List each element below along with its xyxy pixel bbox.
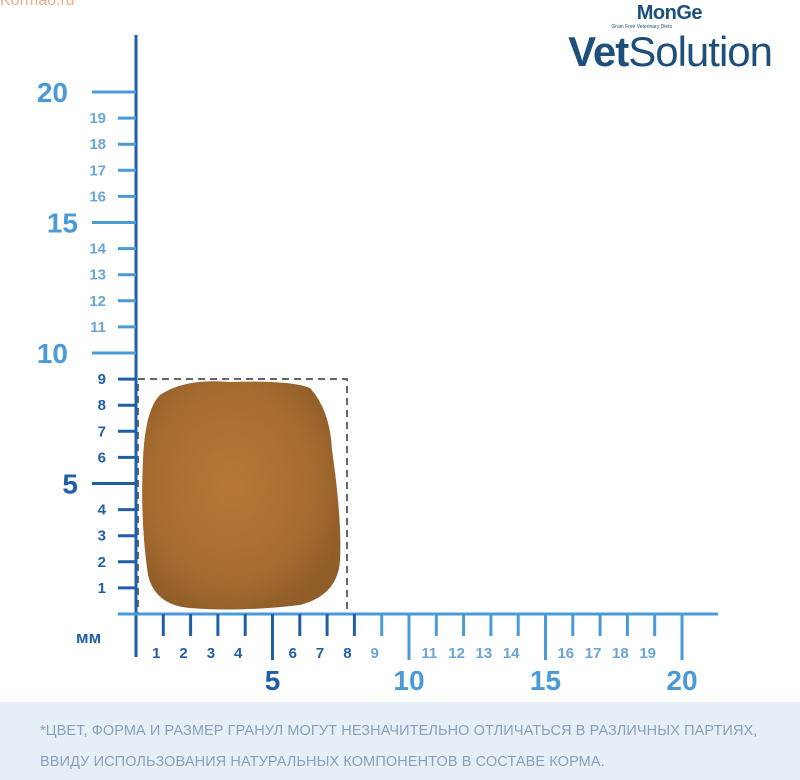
brand-tagline: Grain Free Veterinary Diets [611, 24, 672, 30]
vetsolution-logo-light: Solution [628, 28, 773, 75]
x-tick-label-6: 6 [289, 645, 297, 662]
disclaimer-line-1: *ЦВЕТ, ФОРМА И РАЗМЕР ГРАНУЛ МОГУТ НЕЗНА… [40, 723, 758, 739]
x-tick-label-17: 17 [585, 645, 602, 662]
x-tick-label-7: 7 [316, 645, 324, 662]
brand-logo: MonGe Grain Free Veterinary Diets VetSol… [568, 2, 773, 75]
x-major-label-15: 15 [530, 665, 561, 696]
x-tick-label-2: 2 [179, 645, 187, 662]
y-tick-label-13: 13 [89, 267, 106, 284]
kibble-size-box [137, 378, 348, 615]
y-major-label-15: 15 [47, 208, 78, 239]
x-major-label-20: 20 [666, 665, 697, 696]
y-tick-label-18: 18 [89, 136, 106, 153]
disclaimer-line-2: ВВИДУ ИСПОЛЬЗОВАНИЯ НАТУРАЛЬНЫХ КОМПОНЕН… [40, 754, 605, 770]
x-tick-label-1: 1 [152, 645, 160, 662]
x-tick-label-19: 19 [639, 645, 656, 662]
monge-logo: MonGe [636, 2, 703, 24]
watermark-text: Kormao.ru [0, 0, 75, 9]
y-tick-label-4: 4 [98, 502, 107, 519]
y-tick-label-12: 12 [89, 293, 106, 310]
vetsolution-logo-bold: Vet [568, 28, 629, 75]
y-tick-label-16: 16 [89, 188, 106, 205]
y-tick-label-8: 8 [98, 397, 106, 414]
y-major-label-10: 10 [37, 338, 68, 369]
x-major-label-10: 10 [393, 665, 424, 696]
x-tick-label-8: 8 [343, 645, 351, 662]
y-tick-label-1: 1 [98, 580, 106, 597]
y-tick-label-9: 9 [98, 371, 106, 388]
kibble-image [142, 381, 341, 610]
x-tick-label-9: 9 [371, 645, 379, 662]
y-tick-label-17: 17 [89, 162, 106, 179]
y-tick-label-3: 3 [98, 528, 106, 545]
y-tick-label-7: 7 [98, 423, 106, 440]
x-tick-label-12: 12 [448, 645, 465, 662]
disclaimer-text: *ЦВЕТ, ФОРМА И РАЗМЕР ГРАНУЛ МОГУТ НЕЗНА… [40, 716, 780, 778]
x-tick-label-11: 11 [421, 645, 437, 662]
x-tick-label-13: 13 [476, 645, 493, 662]
x-tick-label-4: 4 [234, 645, 243, 662]
x-tick-label-3: 3 [207, 645, 215, 662]
x-tick-label-14: 14 [503, 645, 520, 662]
x-tick-label-16: 16 [557, 645, 574, 662]
y-tick-label-14: 14 [89, 241, 106, 258]
y-tick-label-6: 6 [98, 449, 106, 466]
x-tick-label-18: 18 [612, 645, 629, 662]
y-major-label-5: 5 [62, 469, 78, 500]
y-tick-label-19: 19 [89, 110, 106, 127]
y-tick-label-11: 11 [90, 319, 106, 336]
unit-label: мм [76, 628, 101, 647]
y-tick-label-2: 2 [98, 554, 106, 571]
x-major-label-5: 5 [265, 665, 281, 696]
vetsolution-logo: VetSolution [568, 28, 773, 75]
disclaimer-banner: *ЦВЕТ, ФОРМА И РАЗМЕР ГРАНУЛ МОГУТ НЕЗНА… [0, 702, 800, 780]
y-major-label-20: 20 [37, 77, 68, 108]
